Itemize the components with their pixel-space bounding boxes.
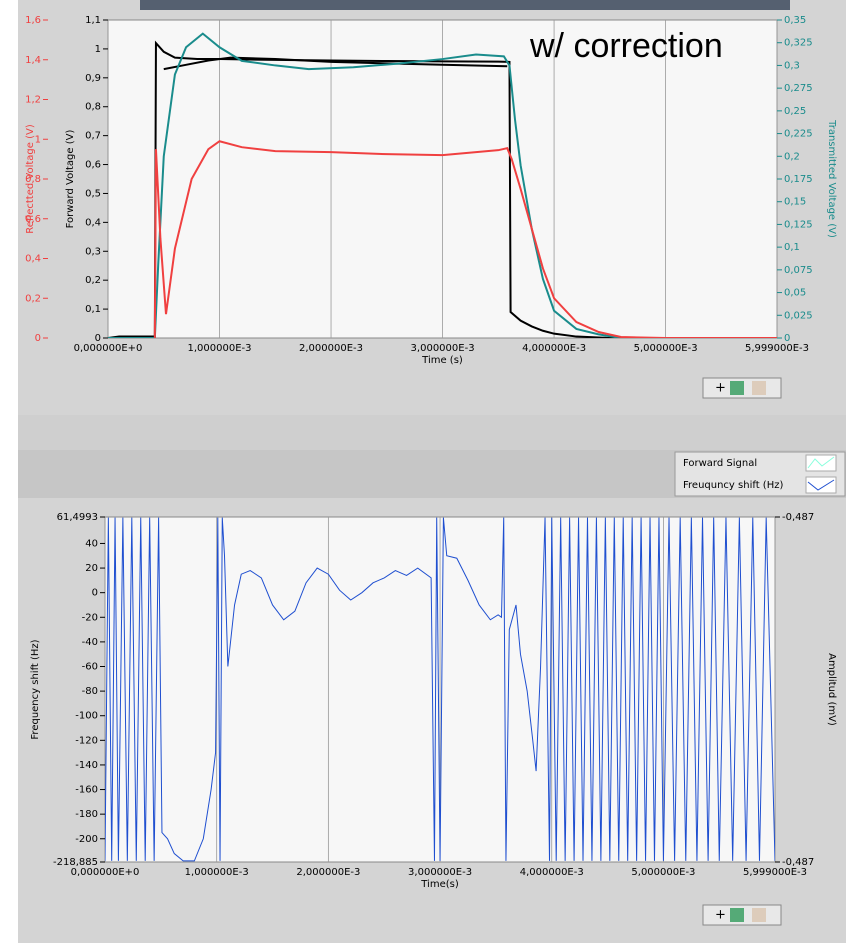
y2-tick-label: 0,025 xyxy=(784,310,813,321)
y-tick-label: 0,4 xyxy=(85,217,101,228)
y2-tick-label: 0 xyxy=(784,333,790,344)
x-axis-label: Time (s) xyxy=(421,355,463,366)
y3-tick-label: 0 xyxy=(35,333,41,344)
series-line xyxy=(163,56,508,71)
y2-tick-label: 0,175 xyxy=(784,174,813,185)
y3-tick-label: 0,2 xyxy=(25,293,41,304)
zoom-icon[interactable] xyxy=(730,381,744,395)
y3-tick-label: 1,2 xyxy=(25,95,41,106)
y-tick-label: 0,7 xyxy=(85,131,101,142)
y-tick-label: 0,5 xyxy=(85,188,101,199)
y-tick-label: -160 xyxy=(75,785,98,796)
y2-tick-label: 0,125 xyxy=(784,219,813,230)
x-tick-label: 4,000000E-3 xyxy=(522,343,586,354)
y-tick-label: 0,9 xyxy=(85,73,101,84)
y2-tick-label: 0,1 xyxy=(784,242,800,253)
y-tick-label: -60 xyxy=(82,661,98,672)
y-tick-label: -180 xyxy=(75,809,98,820)
y-axis-label: Frequency shift (Hz) xyxy=(30,639,41,739)
x-tick-label: 5,999000E-3 xyxy=(745,343,809,354)
cursor-icon: + xyxy=(715,908,726,923)
legend-icon-line xyxy=(807,456,835,469)
y3-tick-label: 0,4 xyxy=(25,254,41,265)
y2-tick-label: 0,225 xyxy=(784,129,813,140)
legend-label: Freuquncy shift (Hz) xyxy=(683,480,783,491)
y2-axis-label: Amplitud (mV) xyxy=(826,653,837,726)
y3-tick-label: 1 xyxy=(35,134,41,145)
y3-tick-label: 1,4 xyxy=(25,55,41,66)
y-tick-label: -218,885 xyxy=(53,857,98,868)
x-tick-label: 2,000000E-3 xyxy=(296,867,360,878)
y-tick-label: -140 xyxy=(75,760,98,771)
series-line xyxy=(108,32,777,338)
series-line xyxy=(153,140,777,338)
photo-strip xyxy=(140,0,790,10)
y-tick-label: 0 xyxy=(95,333,101,344)
y2-tick-label: -0,487 xyxy=(782,857,814,868)
y3-tick-label: 1,6 xyxy=(25,15,41,26)
pan-icon[interactable] xyxy=(752,381,766,395)
zoom-icon[interactable] xyxy=(730,908,744,922)
pan-icon[interactable] xyxy=(752,908,766,922)
cursor-icon: + xyxy=(715,381,726,396)
y2-tick-label: 0,15 xyxy=(784,197,806,208)
x-tick-label: 2,000000E-3 xyxy=(299,343,363,354)
y3-axis-label: Reflectted Voltage (V) xyxy=(25,124,36,234)
legend-icon[interactable] xyxy=(805,476,837,494)
y-tick-label: 0,3 xyxy=(85,246,101,257)
y-tick-label: -200 xyxy=(75,834,98,845)
y-tick-label: 0,2 xyxy=(85,275,101,286)
x-tick-label: 1,000000E-3 xyxy=(188,343,252,354)
y2-tick-label: 0,25 xyxy=(784,106,806,117)
y2-tick-label: 0,35 xyxy=(784,15,806,26)
x-axis-label: Time(s) xyxy=(420,879,459,890)
x-tick-label: 3,000000E-3 xyxy=(408,867,472,878)
y-tick-label: -20 xyxy=(82,612,98,623)
y2-tick-label: 0,275 xyxy=(784,83,813,94)
y2-tick-label: 0,075 xyxy=(784,265,813,276)
x-tick-label: 1,000000E-3 xyxy=(185,867,249,878)
y-tick-label: 0,6 xyxy=(85,160,101,171)
y2-tick-label: 0,2 xyxy=(784,151,800,162)
legend-icon-line xyxy=(807,479,835,491)
y-tick-label: -80 xyxy=(82,686,98,697)
x-tick-label: 3,000000E-3 xyxy=(411,343,475,354)
y-tick-label: 0 xyxy=(92,588,98,599)
annotation: w/ correction xyxy=(529,27,723,65)
y-tick-label: 61,4993 xyxy=(57,512,98,523)
x-tick-label: 4,000000E-3 xyxy=(520,867,584,878)
y-tick-label: -100 xyxy=(75,711,98,722)
toolbar: + + xyxy=(702,377,782,926)
legend-label: Forward Signal xyxy=(683,458,757,469)
y2-tick-label: -0,487 xyxy=(782,512,814,523)
y-tick-label: -120 xyxy=(75,735,98,746)
y-tick-label: 1,1 xyxy=(85,15,101,26)
y3-tick-label: 0,6 xyxy=(25,214,41,225)
series-line xyxy=(105,517,775,862)
y-axis-label: Forward Voltage (V) xyxy=(65,130,76,229)
y-tick-label: -40 xyxy=(82,637,98,648)
y-tick-label: 0,1 xyxy=(85,304,101,315)
divider xyxy=(18,415,846,450)
legend-icon[interactable] xyxy=(805,454,837,472)
y2-tick-label: 0,05 xyxy=(784,288,806,299)
y2-axis-label: Transmitted Voltage (V) xyxy=(826,119,837,238)
y-tick-label: 40 xyxy=(85,538,98,549)
y-tick-label: 0,8 xyxy=(85,102,101,113)
y3-tick-label: 0,8 xyxy=(25,174,41,185)
y-tick-label: 1 xyxy=(95,44,101,55)
y-tick-label: 20 xyxy=(85,563,98,574)
x-tick-label: 5,000000E-3 xyxy=(634,343,698,354)
y2-tick-label: 0,3 xyxy=(784,60,800,71)
x-tick-label: 5,999000E-3 xyxy=(743,867,807,878)
x-tick-label: 0,000000E+0 xyxy=(71,867,140,878)
x-tick-label: 5,000000E-3 xyxy=(631,867,695,878)
y2-tick-label: 0,325 xyxy=(784,38,813,49)
x-tick-label: 0,000000E+0 xyxy=(74,343,143,354)
